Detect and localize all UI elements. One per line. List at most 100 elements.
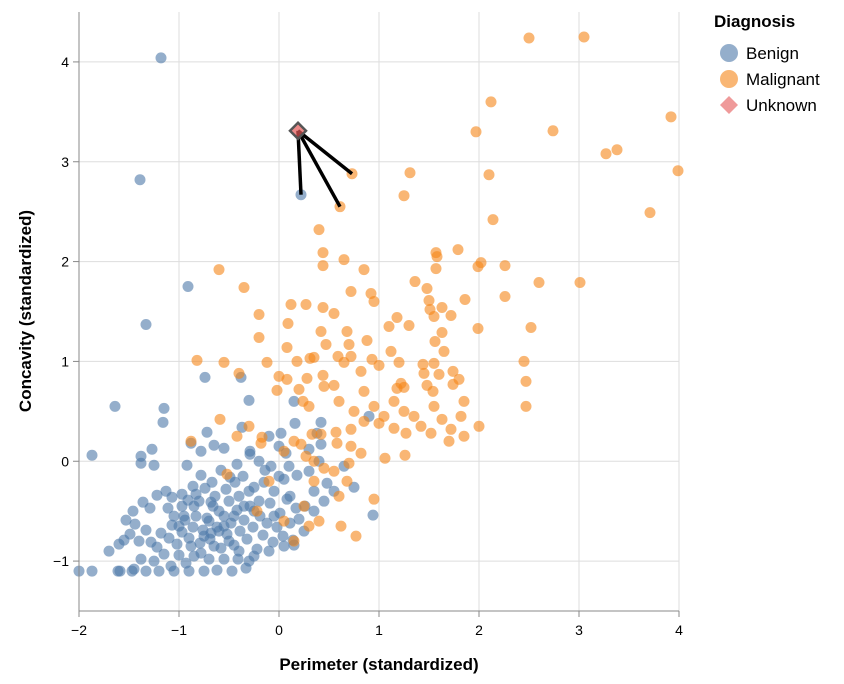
point-benign[interactable]: [243, 555, 255, 567]
point-malignant[interactable]: [348, 405, 360, 417]
point-malignant[interactable]: [423, 295, 435, 307]
point-malignant[interactable]: [443, 435, 455, 447]
point-malignant[interactable]: [333, 490, 345, 502]
point-benign[interactable]: [140, 565, 152, 577]
point-malignant[interactable]: [253, 308, 265, 320]
point-malignant[interactable]: [361, 334, 373, 346]
point-malignant[interactable]: [447, 378, 459, 390]
point-malignant[interactable]: [428, 357, 440, 369]
point-benign[interactable]: [129, 518, 141, 530]
point-malignant[interactable]: [385, 345, 397, 357]
point-malignant[interactable]: [281, 373, 293, 385]
point-benign[interactable]: [318, 495, 330, 507]
point-benign[interactable]: [273, 470, 285, 482]
point-malignant[interactable]: [185, 435, 197, 447]
point-benign[interactable]: [281, 493, 293, 505]
point-malignant[interactable]: [421, 283, 433, 295]
point-benign[interactable]: [109, 400, 121, 412]
point-benign[interactable]: [259, 464, 271, 476]
point-malignant[interactable]: [350, 530, 362, 542]
point-benign[interactable]: [218, 520, 230, 532]
point-malignant[interactable]: [315, 428, 327, 440]
point-benign[interactable]: [264, 497, 276, 509]
point-benign[interactable]: [208, 540, 220, 552]
point-malignant[interactable]: [417, 358, 429, 370]
point-malignant[interactable]: [317, 369, 329, 381]
point-benign[interactable]: [275, 427, 287, 439]
point-malignant[interactable]: [398, 190, 410, 202]
point-malignant[interactable]: [470, 126, 482, 138]
point-malignant[interactable]: [373, 359, 385, 371]
point-malignant[interactable]: [499, 260, 511, 272]
point-malignant[interactable]: [313, 224, 325, 236]
point-malignant[interactable]: [472, 261, 484, 273]
point-benign[interactable]: [237, 470, 249, 482]
point-malignant[interactable]: [317, 302, 329, 314]
point-benign[interactable]: [120, 514, 132, 526]
point-benign[interactable]: [289, 417, 301, 429]
point-malignant[interactable]: [345, 440, 357, 452]
point-benign[interactable]: [103, 545, 115, 557]
point-malignant[interactable]: [368, 296, 380, 308]
point-benign[interactable]: [247, 521, 259, 533]
point-benign[interactable]: [203, 515, 215, 527]
point-benign[interactable]: [253, 495, 265, 507]
point-malignant[interactable]: [343, 338, 355, 350]
point-malignant[interactable]: [430, 263, 442, 275]
point-malignant[interactable]: [428, 310, 440, 322]
point-malignant[interactable]: [383, 320, 395, 332]
point-malignant[interactable]: [611, 144, 623, 156]
point-benign[interactable]: [238, 514, 250, 526]
point-benign[interactable]: [223, 535, 235, 547]
point-benign[interactable]: [232, 553, 244, 565]
point-malignant[interactable]: [415, 420, 427, 432]
point-benign[interactable]: [277, 530, 289, 542]
point-benign[interactable]: [198, 565, 210, 577]
point-malignant[interactable]: [409, 276, 421, 288]
point-malignant[interactable]: [485, 96, 497, 108]
point-malignant[interactable]: [243, 420, 255, 432]
point-malignant[interactable]: [473, 420, 485, 432]
point-malignant[interactable]: [445, 423, 457, 435]
point-benign[interactable]: [86, 565, 98, 577]
point-malignant[interactable]: [293, 383, 305, 395]
point-malignant[interactable]: [328, 307, 340, 319]
point-malignant[interactable]: [318, 380, 330, 392]
point-benign[interactable]: [208, 439, 220, 451]
point-benign[interactable]: [135, 457, 147, 469]
point-benign[interactable]: [321, 477, 333, 489]
point-malignant[interactable]: [333, 395, 345, 407]
point-malignant[interactable]: [399, 449, 411, 461]
point-benign[interactable]: [233, 490, 245, 502]
point-benign[interactable]: [238, 500, 250, 512]
point-malignant[interactable]: [388, 395, 400, 407]
point-benign[interactable]: [183, 565, 195, 577]
point-malignant[interactable]: [428, 400, 440, 412]
point-malignant[interactable]: [483, 169, 495, 181]
point-malignant[interactable]: [300, 450, 312, 462]
point-malignant[interactable]: [368, 400, 380, 412]
point-benign[interactable]: [315, 438, 327, 450]
point-benign[interactable]: [151, 541, 163, 553]
point-benign[interactable]: [231, 458, 243, 470]
point-benign[interactable]: [243, 485, 255, 497]
point-benign[interactable]: [158, 402, 170, 414]
point-malignant[interactable]: [251, 505, 263, 517]
point-malignant[interactable]: [438, 345, 450, 357]
point-malignant[interactable]: [298, 500, 310, 512]
point-malignant[interactable]: [472, 322, 484, 334]
point-benign[interactable]: [233, 545, 245, 557]
point-benign[interactable]: [308, 485, 320, 497]
point-malignant[interactable]: [547, 125, 559, 137]
point-malignant[interactable]: [304, 352, 316, 364]
point-benign[interactable]: [234, 525, 246, 537]
point-malignant[interactable]: [398, 405, 410, 417]
point-malignant[interactable]: [238, 282, 250, 294]
point-benign[interactable]: [308, 505, 320, 517]
point-benign[interactable]: [229, 476, 241, 488]
point-benign[interactable]: [218, 553, 230, 565]
point-malignant[interactable]: [487, 214, 499, 226]
point-benign[interactable]: [163, 532, 175, 544]
point-benign[interactable]: [133, 535, 145, 547]
point-benign[interactable]: [241, 533, 253, 545]
